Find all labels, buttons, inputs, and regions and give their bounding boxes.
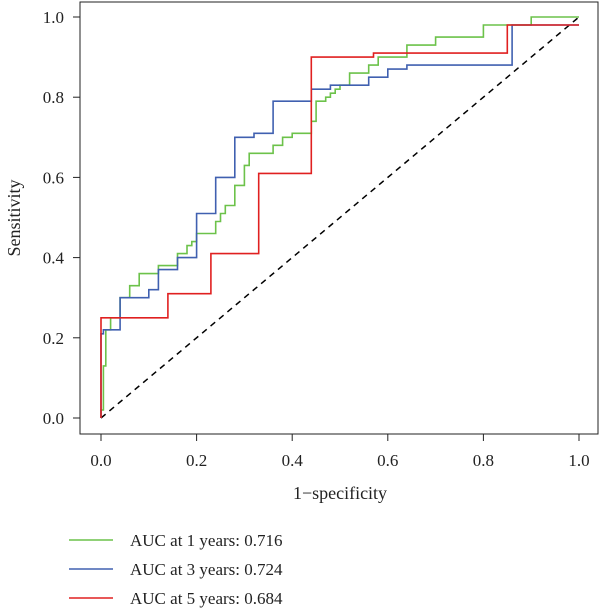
y-tick-label: 0.6 [43,168,64,187]
y-tick-label: 0.8 [43,88,64,107]
reference-diagonal-line [100,16,580,419]
x-tick-label: 0.4 [282,451,304,470]
y-axis: 0.0 0.2 0.4 0.6 0.8 1.0 [43,8,80,428]
roc-series-line-2 [100,24,579,418]
x-tick-label: 0.2 [186,451,207,470]
y-tick-label: 0.0 [43,409,64,428]
series-layer [100,16,579,418]
legend-label-1: AUC at 1 years: 0.716 [130,531,283,550]
roc-series-line-1 [100,16,579,418]
y-axis-title: Sensitivity [4,179,24,256]
x-axis: 0.0 0.2 0.4 0.6 0.8 1.0 [90,434,590,470]
x-tick-label: 0.6 [377,451,398,470]
legend-label-3: AUC at 5 years: 0.684 [130,589,283,608]
roc-series-line-3 [100,24,579,418]
x-tick-label: 0.0 [90,451,111,470]
x-axis-title: 1−specificity [293,483,387,503]
plot-frame-group [79,1,599,435]
legend: AUC at 1 years: 0.716 AUC at 3 years: 0.7… [69,531,283,608]
reference-layer [100,16,580,419]
legend-label-2: AUC at 3 years: 0.724 [130,560,283,579]
y-tick-label: 0.2 [43,329,64,348]
x-tick-label: 0.8 [473,451,494,470]
y-tick-label: 1.0 [43,8,64,27]
x-tick-label: 1.0 [568,451,589,470]
plot-frame [79,1,599,435]
y-tick-label: 0.4 [43,249,65,268]
